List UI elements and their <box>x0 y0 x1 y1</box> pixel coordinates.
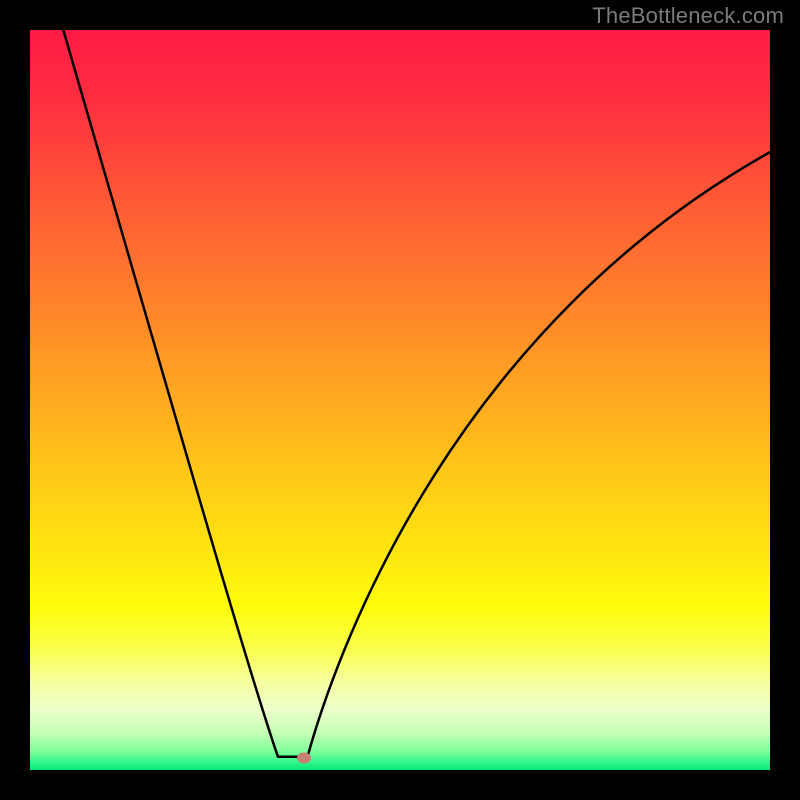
watermark-label: TheBottleneck.com <box>592 3 784 29</box>
chart-frame: TheBottleneck.com <box>0 0 800 800</box>
bottleneck-curve <box>30 30 770 770</box>
plot-area <box>30 30 770 770</box>
vertex-marker <box>297 753 311 764</box>
